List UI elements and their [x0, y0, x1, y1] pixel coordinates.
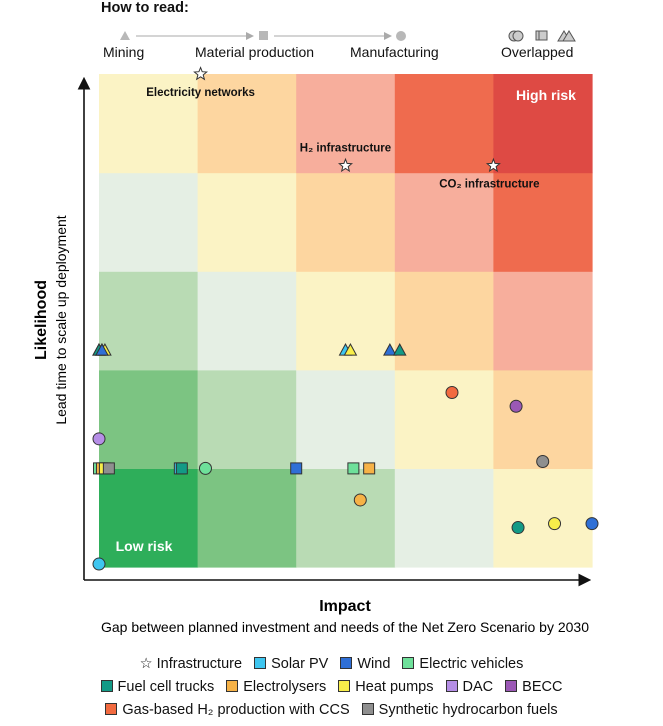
overlapped-icon [508, 30, 576, 42]
legend-row-1: ☆ Infrastructure Solar PV Wind Electric v… [0, 656, 663, 672]
legend-item-heat-pumps: Heat pumps [338, 679, 433, 695]
risk-cell [394, 74, 494, 174]
h-infrastructure-label: H₂ infrastructure [300, 143, 391, 155]
risk-cell [493, 468, 593, 568]
gas-h2-ccs-swatch [105, 703, 118, 715]
dac-swatch [445, 680, 458, 692]
wind-mining-point [383, 343, 397, 356]
risk-cell [197, 172, 297, 272]
stage-overlapped-label: Overlapped [501, 44, 574, 60]
risk-cell [394, 369, 494, 469]
solar-pv-swatch [254, 657, 267, 669]
risk-cell [296, 172, 396, 272]
wind-mining-point [95, 343, 109, 356]
electrolysers-manufacturing-point [353, 493, 367, 507]
legend-item-fuel-cell-trucks: Fuel cell trucks [100, 679, 214, 695]
electricity-networks-label: Electricity networks [146, 87, 255, 99]
high-risk-label: High risk [516, 87, 576, 103]
co-infrastructure-star-icon [485, 157, 501, 173]
synthetic-hydrocarbon-fuels-material-point [102, 462, 115, 475]
fuel-cell-trucks-manufacturing-point [511, 521, 525, 535]
stage-material-label: Material production [195, 44, 315, 60]
becc-swatch [505, 680, 518, 692]
risk-cell [99, 271, 199, 371]
x-axis-subtitle: Gap between planned investment and needs… [101, 619, 589, 635]
star-icon: ☆ [139, 656, 153, 672]
electrolysers-material-point [363, 462, 376, 475]
mining-triangle-icon [120, 31, 130, 40]
material-square-icon [259, 31, 268, 40]
manufacturing-circle-icon [396, 31, 406, 41]
risk-cell [394, 271, 494, 371]
risk-cell [296, 468, 396, 568]
risk-cell [394, 172, 494, 272]
wind-manufacturing-point [585, 517, 599, 531]
low-risk-label: Low risk [116, 538, 173, 554]
stage-mining-label: Mining [103, 44, 145, 60]
risk-cell [197, 271, 297, 371]
fuel-cell-trucks-mining-point [392, 343, 407, 356]
y-axis-subtitle: Lead time to scale up deployment [53, 215, 69, 424]
risk-cell [197, 468, 297, 568]
heat-pumps-swatch [338, 680, 351, 692]
co-infrastructure-label: CO₂ infrastructure [439, 179, 539, 191]
dac-manufacturing-point [92, 432, 106, 446]
gas-based-h-production-with-ccs-manufacturing-point [445, 385, 459, 399]
synthetic-hydrocarbon-fuels-manufacturing-point [536, 454, 550, 468]
risk-cell [99, 369, 199, 469]
legend-item-solar-pv: Solar PV [254, 656, 328, 672]
risk-cell [99, 468, 199, 568]
legend-item-electric-vehicles: Electric vehicles [402, 656, 523, 672]
how-to-read-title: How to read: [101, 0, 189, 16]
legend-item-electrolysers: Electrolysers [226, 679, 326, 695]
risk-cell [296, 74, 396, 174]
risk-cell [99, 74, 199, 174]
risk-cell [493, 369, 593, 469]
electric-vehicles-manufacturing-point [198, 461, 212, 475]
solar-pv-manufacturing-point [92, 557, 106, 571]
risk-cell [197, 369, 297, 469]
risk-cell [99, 172, 199, 272]
heat-pumps-manufacturing-point [548, 517, 562, 531]
risk-cell [493, 172, 593, 272]
becc-manufacturing-point [509, 399, 523, 413]
synthetic-fuels-swatch [361, 703, 374, 715]
risk-cell [493, 271, 593, 371]
y-axis-title: Likelihood [33, 280, 50, 360]
legend-item-becc: BECC [505, 679, 562, 695]
wind-swatch [340, 657, 353, 669]
electrolysers-swatch [226, 680, 239, 692]
wind-material-point [290, 462, 303, 475]
legend-item-dac: DAC [445, 679, 493, 695]
legend-item-gas-h2-ccs: Gas-based H₂ production with CCS [105, 702, 350, 718]
legend-item-synthetic-fuels: Synthetic hydrocarbon fuels [361, 702, 558, 718]
legend-row-3: Gas-based H₂ production with CCS Synthet… [0, 702, 663, 718]
legend-row-2: Fuel cell trucks Electrolysers Heat pump… [0, 679, 663, 695]
fuel-cell-trucks-swatch [100, 680, 113, 692]
fuel-cell-trucks-material-point [175, 462, 188, 475]
risk-cell [197, 74, 297, 174]
legend-item-wind: Wind [340, 656, 390, 672]
electricity-networks-star-icon [193, 66, 208, 81]
stage-manufacturing-label: Manufacturing [350, 44, 439, 60]
heat-pumps-mining-point [343, 343, 358, 356]
electric-vehicles-swatch [402, 657, 415, 669]
risk-cell [296, 369, 396, 469]
risk-cell [493, 74, 593, 174]
risk-cell [394, 468, 494, 568]
x-axis-title: Impact [319, 598, 371, 615]
h-infrastructure-star-icon [338, 157, 353, 173]
electric-vehicles-material-point [347, 462, 360, 475]
legend-item-infrastructure: ☆ Infrastructure [139, 656, 243, 672]
